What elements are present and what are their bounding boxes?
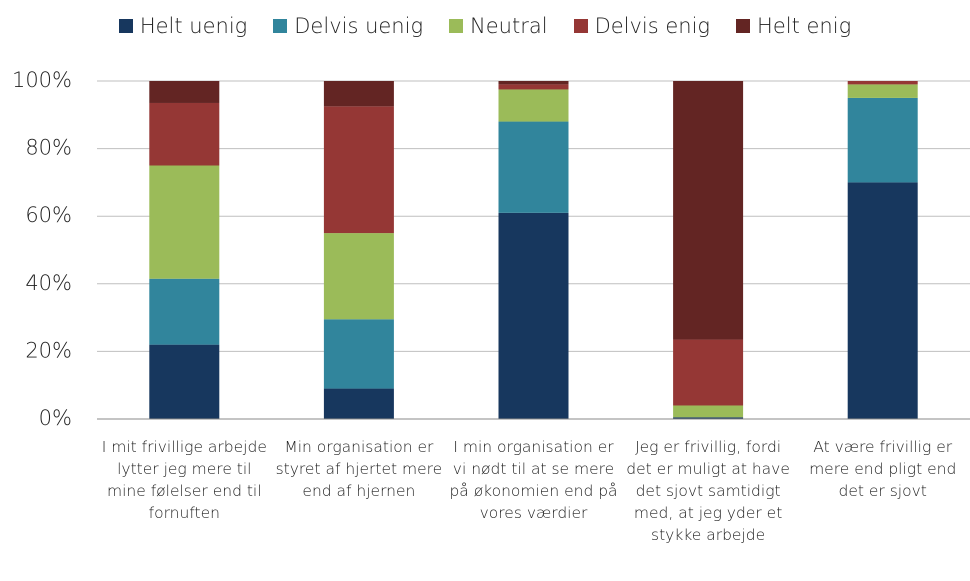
legend-label: Delvis enig: [594, 14, 711, 38]
legend-swatch: [736, 19, 751, 33]
x-tick-label: I mit frivillige arbejde lytter jeg mere…: [101, 438, 267, 522]
legend-label: Helt enig: [757, 14, 852, 38]
bar-segment: [323, 81, 394, 107]
bar-segment: [498, 84, 569, 90]
legend-swatch: [118, 19, 133, 33]
legend: Helt uenig Delvis uenig Neutral Delvis enig…: [0, 14, 970, 38]
bar-segment: [673, 417, 744, 419]
legend-swatch: [449, 19, 464, 33]
bar-segment: [673, 339, 744, 406]
legend-item: Delvis enig: [573, 14, 711, 38]
bar-segment: [673, 81, 744, 340]
bar-segment: [847, 97, 918, 183]
legend-label: Helt uenig: [139, 14, 248, 38]
bar-segment: [847, 84, 918, 98]
y-tick-label: 0%: [39, 406, 72, 430]
x-tick-label: At være frivillig er mere end pligt end …: [809, 438, 957, 500]
legend-label: Delvis uenig: [294, 14, 424, 38]
x-tick-label: I min organisation er vi nødt til at se …: [449, 438, 618, 522]
y-tick-label: 60%: [25, 203, 72, 227]
y-tick-label: 100%: [12, 68, 72, 92]
x-tick-label: Jeg er frivillig, fordi det er muligt at…: [626, 438, 790, 544]
bar-segment: [498, 121, 569, 213]
bar-segment: [323, 106, 394, 234]
bar-segment: [149, 344, 220, 419]
legend-item: Neutral: [449, 14, 548, 38]
bar-segment: [323, 319, 394, 389]
bar-segment: [673, 405, 744, 418]
y-tick-label: 20%: [25, 338, 72, 362]
bar-segment: [149, 278, 220, 345]
legend-swatch: [573, 19, 588, 33]
bar-segment: [498, 89, 569, 122]
y-tick-label: 40%: [25, 271, 72, 295]
bar-segment: [847, 81, 918, 85]
bar-segment: [323, 388, 394, 419]
x-tick-label: Min organisation er styret af hjertet me…: [275, 438, 443, 500]
bar-segment: [323, 233, 394, 320]
legend-swatch: [273, 19, 288, 33]
legend-item: Helt uenig: [118, 14, 248, 38]
bar-segment: [498, 81, 569, 85]
legend-label: Neutral: [470, 14, 548, 38]
bar-segment: [149, 165, 220, 279]
bar-segment: [149, 81, 220, 103]
legend-item: Delvis uenig: [273, 14, 423, 38]
bar-segment: [149, 102, 220, 166]
bar-segment: [847, 182, 918, 419]
bar-segment: [498, 212, 569, 419]
y-tick-label: 80%: [25, 136, 72, 160]
legend-item: Helt enig: [736, 14, 851, 38]
